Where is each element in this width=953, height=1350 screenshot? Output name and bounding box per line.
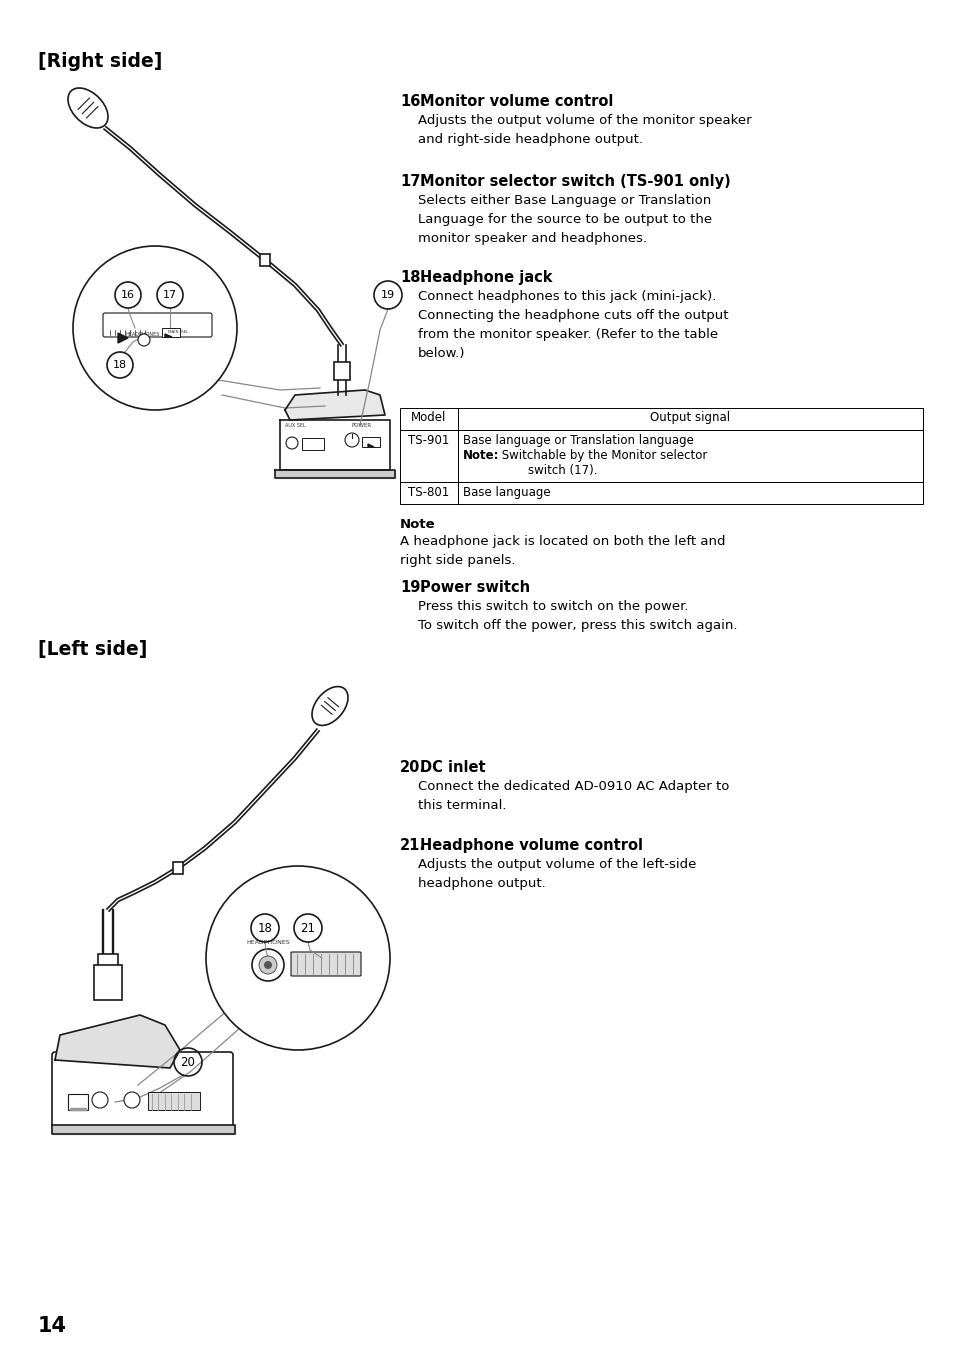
Text: 19: 19 xyxy=(380,290,395,300)
Bar xyxy=(94,965,122,1000)
Text: Base language or Translation language: Base language or Translation language xyxy=(462,433,693,447)
Text: 21: 21 xyxy=(300,922,315,934)
Bar xyxy=(162,328,180,338)
Bar xyxy=(399,482,923,504)
Text: 20: 20 xyxy=(180,1056,195,1068)
Text: AUX SEL: AUX SEL xyxy=(284,423,305,428)
Bar xyxy=(399,408,923,431)
Circle shape xyxy=(258,956,276,973)
Ellipse shape xyxy=(68,88,108,128)
Bar xyxy=(260,254,270,266)
Text: HEADPHONES: HEADPHONES xyxy=(126,332,160,338)
Text: 17.: 17. xyxy=(399,174,426,189)
Polygon shape xyxy=(274,470,395,478)
Text: 16.: 16. xyxy=(399,95,426,109)
Text: Connect headphones to this jack (mini-jack).
Connecting the headphone cuts off t: Connect headphones to this jack (mini-ja… xyxy=(417,290,728,360)
Text: MAIN  SEL: MAIN SEL xyxy=(168,329,189,333)
Text: 21.: 21. xyxy=(399,838,426,853)
Circle shape xyxy=(73,246,236,410)
Text: A headphone jack is located on both the left and
right side panels.: A headphone jack is located on both the … xyxy=(399,535,724,567)
Circle shape xyxy=(91,1092,108,1108)
Polygon shape xyxy=(52,1125,234,1134)
Text: Headphone volume control: Headphone volume control xyxy=(419,838,642,853)
Text: 20.: 20. xyxy=(399,760,426,775)
Circle shape xyxy=(138,333,150,346)
Bar xyxy=(172,863,183,873)
Text: [Right side]: [Right side] xyxy=(38,53,162,72)
Circle shape xyxy=(286,437,297,450)
Text: DC inlet: DC inlet xyxy=(419,760,485,775)
Text: Base language: Base language xyxy=(462,486,550,500)
Text: 18: 18 xyxy=(257,922,273,934)
Bar xyxy=(334,362,350,379)
Text: Adjusts the output volume of the left-side
headphone output.: Adjusts the output volume of the left-si… xyxy=(417,859,696,890)
Text: [Left side]: [Left side] xyxy=(38,640,147,659)
Polygon shape xyxy=(280,420,390,470)
Polygon shape xyxy=(368,444,374,447)
Polygon shape xyxy=(70,1108,86,1110)
Polygon shape xyxy=(118,333,128,343)
Text: TS-901: TS-901 xyxy=(408,433,449,447)
Text: Note: Note xyxy=(399,518,436,531)
Circle shape xyxy=(124,1092,140,1108)
Polygon shape xyxy=(165,333,172,338)
Text: Press this switch to switch on the power.
To switch off the power, press this sw: Press this switch to switch on the power… xyxy=(417,599,737,632)
Text: Connect the dedicated AD-0910 AC Adapter to
this terminal.: Connect the dedicated AD-0910 AC Adapter… xyxy=(417,780,729,811)
Text: 14: 14 xyxy=(38,1316,67,1336)
Text: Switchable by the Monitor selector: Switchable by the Monitor selector xyxy=(497,450,706,462)
FancyBboxPatch shape xyxy=(52,1052,233,1129)
Circle shape xyxy=(345,433,358,447)
Text: Output signal: Output signal xyxy=(650,410,730,424)
Text: TS-801: TS-801 xyxy=(408,486,449,500)
Text: 18: 18 xyxy=(112,360,127,370)
Bar xyxy=(302,437,324,450)
Text: Note:: Note: xyxy=(462,450,499,462)
Text: HEADPHONES: HEADPHONES xyxy=(246,940,290,945)
Text: Monitor selector switch (TS-901 only): Monitor selector switch (TS-901 only) xyxy=(419,174,730,189)
Polygon shape xyxy=(285,390,385,420)
Text: Power switch: Power switch xyxy=(419,580,530,595)
Circle shape xyxy=(206,865,390,1050)
Text: Headphone jack: Headphone jack xyxy=(419,270,552,285)
Text: Monitor volume control: Monitor volume control xyxy=(419,95,613,109)
Polygon shape xyxy=(55,1015,180,1068)
Text: Selects either Base Language or Translation
Language for the source to be output: Selects either Base Language or Translat… xyxy=(417,194,711,244)
FancyBboxPatch shape xyxy=(291,952,360,976)
Ellipse shape xyxy=(312,687,348,725)
Bar xyxy=(68,1094,88,1110)
Bar xyxy=(98,954,118,972)
Text: 19.: 19. xyxy=(399,580,426,595)
Bar xyxy=(148,1092,200,1110)
Text: POWER: POWER xyxy=(352,423,372,428)
Text: Adjusts the output volume of the monitor speaker
and right-side headphone output: Adjusts the output volume of the monitor… xyxy=(417,113,751,146)
Text: 18.: 18. xyxy=(399,270,426,285)
Text: 17: 17 xyxy=(163,290,177,300)
Bar xyxy=(399,431,923,482)
Text: Model: Model xyxy=(411,410,446,424)
Text: switch (17).: switch (17). xyxy=(527,464,597,477)
Bar xyxy=(361,437,379,447)
Circle shape xyxy=(252,949,284,981)
Text: 16: 16 xyxy=(121,290,135,300)
FancyBboxPatch shape xyxy=(103,313,212,338)
Circle shape xyxy=(264,961,272,969)
